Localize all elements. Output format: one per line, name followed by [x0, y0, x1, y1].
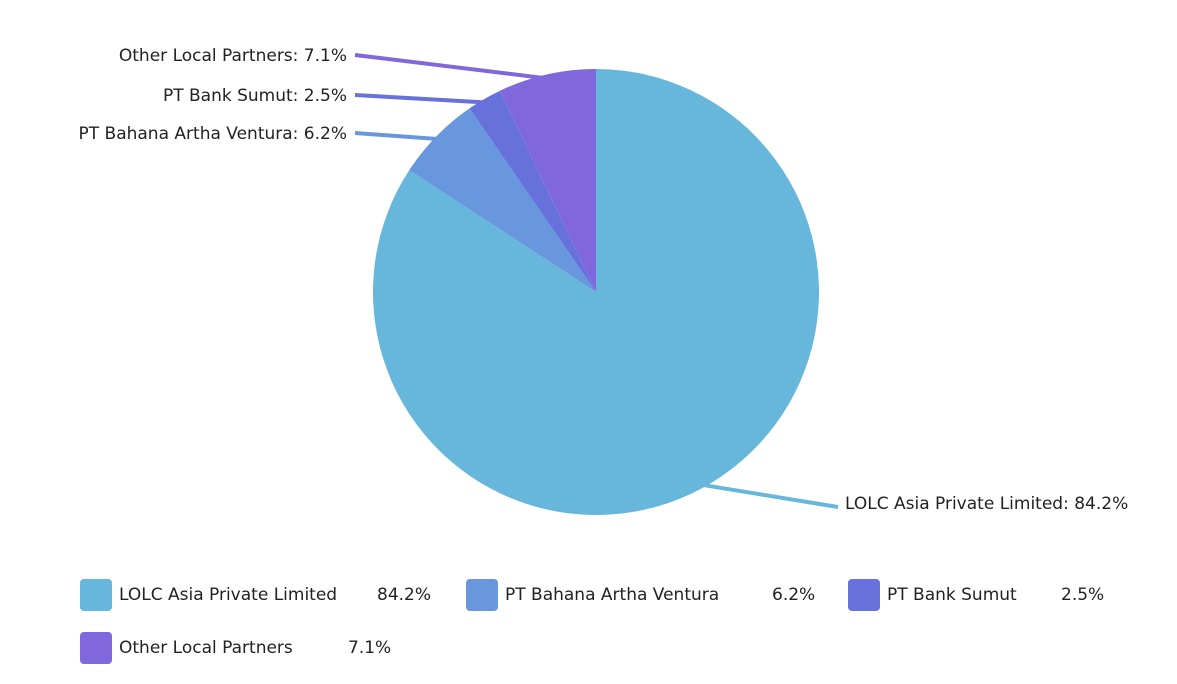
legend-label: PT Bahana Artha Ventura — [505, 585, 720, 605]
leader-line-lolc — [699, 482, 839, 509]
legend-swatch — [80, 632, 112, 664]
legend-label: LOLC Asia Private Limited — [119, 585, 338, 605]
slice-label-bahana: PT Bahana Artha Ventura: 6.2% — [79, 124, 348, 144]
pie-slice-other[interactable] — [499, 69, 596, 292]
slice-label-sumut: PT Bank Sumut: 2.5% — [163, 86, 347, 106]
legend-swatch — [466, 579, 498, 611]
legend-row: Other Local Partners 7.1% — [80, 631, 1160, 684]
legend-value: 84.2% — [377, 585, 432, 605]
leader-line-other — [354, 53, 548, 81]
pie-slice-bahana[interactable] — [409, 108, 596, 292]
legend: LOLC Asia Private Limited 84.2% PT Bahan… — [80, 578, 1160, 684]
leader-line-bahana — [354, 131, 440, 142]
slice-label-lolc: LOLC Asia Private Limited: 84.2% — [845, 494, 1128, 514]
legend-item-bahana[interactable]: PT Bahana Artha Ventura — [466, 578, 719, 612]
leader-line-sumut — [354, 93, 487, 105]
legend-label: Other Local Partners — [119, 638, 293, 658]
slice-label-other: Other Local Partners: 7.1% — [119, 46, 347, 66]
legend-label: PT Bank Sumut — [887, 585, 1017, 605]
legend-swatch — [848, 579, 880, 611]
pie-chart: LOLC Asia Private Limited: 84.2% PT Bahan… — [79, 46, 1128, 515]
legend-item-lolc[interactable]: LOLC Asia Private Limited — [80, 578, 337, 612]
legend-row: LOLC Asia Private Limited 84.2% PT Bahan… — [80, 578, 1160, 631]
legend-swatch — [80, 579, 112, 611]
legend-item-sumut[interactable]: PT Bank Sumut — [848, 578, 1017, 612]
legend-value: 6.2% — [772, 585, 816, 605]
legend-value: 7.1% — [348, 638, 392, 658]
legend-item-other[interactable]: Other Local Partners — [80, 631, 293, 665]
legend-value: 2.5% — [1061, 585, 1105, 605]
pie-slice-sumut[interactable] — [469, 90, 596, 292]
